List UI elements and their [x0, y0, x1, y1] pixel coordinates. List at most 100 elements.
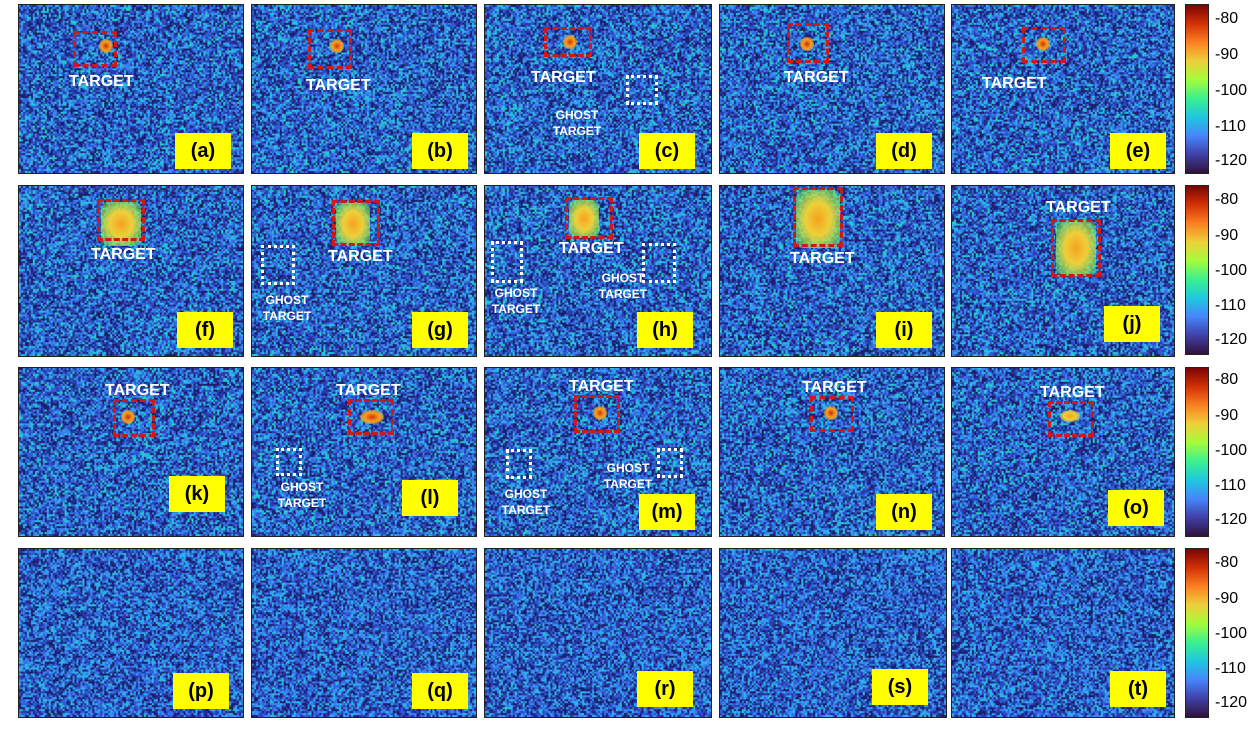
colorbar-tick: -120: [1215, 694, 1248, 711]
panel-label: (a): [175, 133, 231, 169]
ghost-label-line2: TARGET: [277, 496, 327, 510]
target-label: TARGET: [1046, 199, 1111, 216]
panel-label: (f): [177, 312, 233, 348]
panel-label: (b): [412, 133, 468, 169]
panel-f: TARGET (f): [18, 185, 244, 357]
panel-s: (s): [719, 548, 947, 718]
panel-label: (t): [1110, 671, 1166, 707]
ghost-label-line2: TARGET: [491, 302, 541, 316]
panel-label: (c): [639, 133, 695, 169]
target-label: TARGET: [1040, 384, 1105, 401]
ghost-target-label: GHOST TARGET: [485, 285, 547, 317]
ghost-target-box: [261, 245, 295, 285]
panel-k: TARGET (k): [18, 367, 244, 537]
panel-h: TARGET GHOST TARGET GHOST TARGET (h): [484, 185, 712, 357]
panel-m: TARGET GHOST TARGET GHOST TARGET (m): [484, 367, 712, 537]
panel-l: TARGET GHOST TARGET (l): [251, 367, 477, 537]
ghost-target-box: [657, 448, 683, 478]
ghost-target-box: [276, 448, 302, 476]
target-box: [1048, 401, 1094, 437]
target-label: TARGET: [328, 248, 393, 265]
target-label: TARGET: [569, 378, 634, 395]
colorbar: -80 -90 -100 -110 -120: [1185, 548, 1255, 718]
panel-r: (r): [484, 548, 712, 718]
colorbar-tick: -80: [1215, 371, 1239, 388]
colorbar-tick: -100: [1215, 262, 1248, 279]
colorbar: -80 -90 -100 -110 -120: [1185, 185, 1255, 355]
ghost-label-line1: GHOST: [555, 108, 599, 122]
panel-t: (t): [951, 548, 1175, 718]
panel-p: (p): [18, 548, 244, 718]
colorbar-tick: -100: [1215, 442, 1248, 459]
target-label: TARGET: [105, 382, 170, 399]
ghost-target-label: GHOST TARGET: [491, 486, 561, 518]
target-box: [787, 23, 829, 63]
panel-label: (s): [872, 669, 928, 705]
ghost-label-line1: GHOST: [504, 487, 548, 501]
colorbar-gradient: [1185, 548, 1209, 718]
target-label: TARGET: [559, 240, 624, 257]
target-label: TARGET: [784, 69, 849, 86]
ghost-label-line2: TARGET: [262, 309, 312, 323]
ghost-label-line1: GHOST: [494, 286, 538, 300]
colorbar-gradient: [1185, 4, 1209, 174]
target-label: TARGET: [306, 77, 371, 94]
target-box: [332, 200, 380, 246]
colorbar-tick: -110: [1215, 118, 1246, 135]
colorbar-tick: -100: [1215, 625, 1248, 642]
panel-label: (j): [1104, 306, 1160, 342]
ghost-target-box: [491, 241, 523, 283]
target-box: [73, 31, 117, 67]
panel-d: TARGET (d): [719, 4, 945, 174]
panel-b: TARGET (b): [251, 4, 477, 174]
panel-e: TARGET (e): [951, 4, 1175, 174]
colorbar-tick: -90: [1215, 590, 1239, 607]
ghost-target-label: GHOST TARGET: [589, 270, 657, 302]
ghost-target-box: [642, 243, 676, 283]
colorbar-tick: -110: [1215, 660, 1246, 677]
panel-label: (r): [637, 671, 693, 707]
colorbar: -80 -90 -100 -110 -120: [1185, 367, 1255, 537]
target-box: [1051, 219, 1101, 277]
colorbar-tick: -90: [1215, 407, 1239, 424]
ghost-target-label: GHOST TARGET: [252, 292, 322, 324]
panel-o: TARGET (o): [951, 367, 1175, 537]
panel-label: (p): [173, 673, 229, 709]
target-label: TARGET: [531, 69, 596, 86]
target-label: TARGET: [802, 379, 867, 396]
target-label: TARGET: [336, 382, 401, 399]
panel-c: TARGET GHOST TARGET (c): [484, 4, 712, 174]
target-box: [348, 399, 394, 435]
ghost-label-line2: TARGET: [598, 287, 648, 301]
panel-a: TARGET (a): [18, 4, 244, 174]
ghost-target-box: [626, 75, 658, 105]
colorbar-tick: -120: [1215, 152, 1248, 169]
panel-q: (q): [251, 548, 477, 718]
target-box: [574, 395, 620, 433]
ghost-label-line1: GHOST: [606, 461, 650, 475]
colorbar-tick: -120: [1215, 331, 1248, 348]
target-box: [308, 29, 352, 69]
panel-n: TARGET (n): [719, 367, 945, 537]
colorbar-tick: -110: [1215, 477, 1246, 494]
panel-label: (d): [876, 133, 932, 169]
panel-label: (n): [876, 494, 932, 530]
panel-label: (l): [402, 480, 458, 516]
target-box: [565, 197, 613, 239]
ghost-label-line1: GHOST: [265, 293, 309, 307]
target-label: TARGET: [91, 246, 156, 263]
panel-i: TARGET (i): [719, 185, 945, 357]
colorbar: -80 -90 -100 -110 -120: [1185, 4, 1255, 174]
ghost-target-label: GHOST TARGET: [547, 107, 607, 139]
target-box: [793, 187, 843, 247]
target-label: TARGET: [790, 250, 855, 267]
colorbar-tick: -80: [1215, 554, 1239, 571]
panel-label: (h): [637, 312, 693, 348]
ghost-target-box: [506, 449, 532, 479]
colorbar-tick: -90: [1215, 227, 1239, 244]
target-label: TARGET: [982, 75, 1047, 92]
ghost-label-line2: TARGET: [552, 124, 602, 138]
colorbar-tick: -90: [1215, 46, 1239, 63]
panel-label: (g): [412, 312, 468, 348]
target-label: TARGET: [69, 73, 134, 90]
